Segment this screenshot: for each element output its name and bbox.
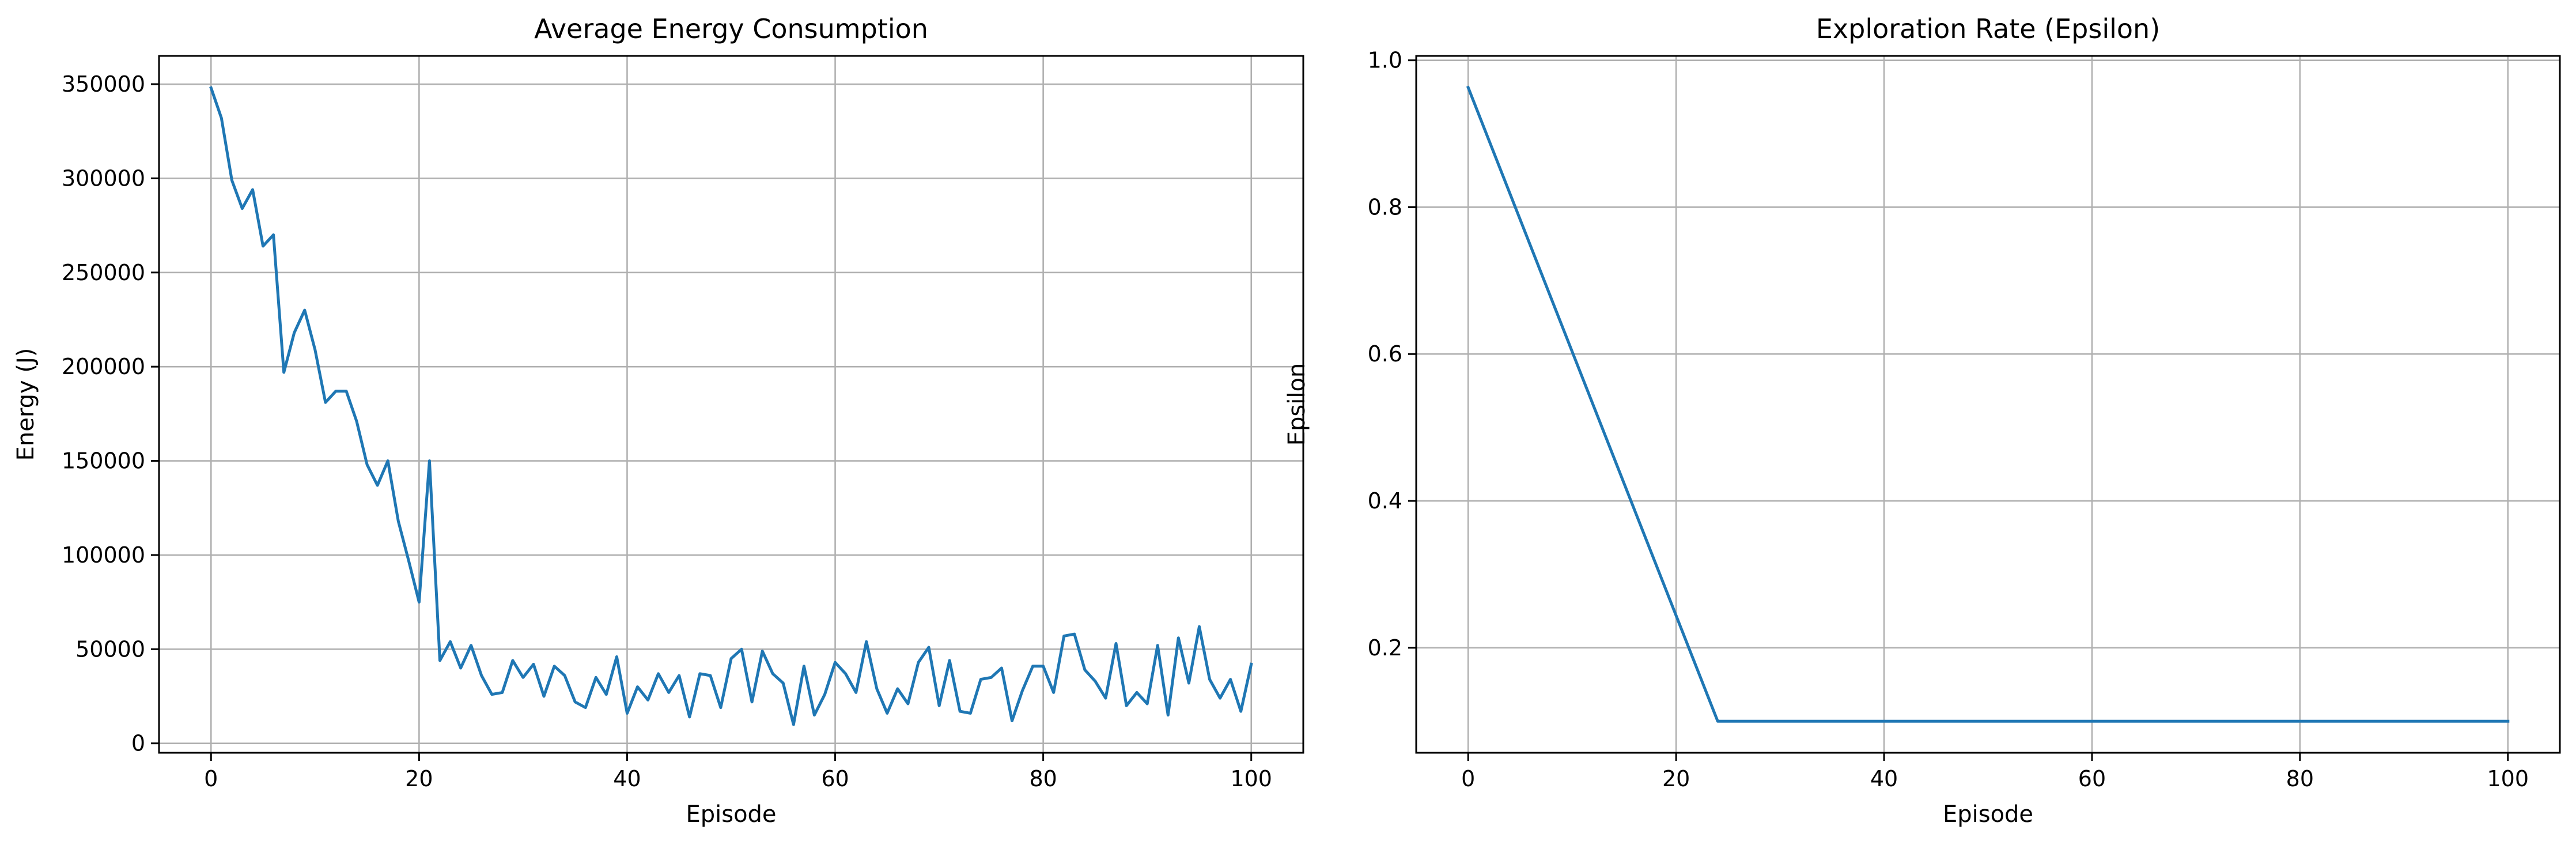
energy-chart-grid bbox=[159, 56, 1303, 753]
epsilon-x-tick-label: 100 bbox=[2487, 766, 2529, 791]
epsilon-chart-x-axis-label: Episode bbox=[1943, 801, 2033, 828]
energy-x-tick-label: 40 bbox=[613, 766, 641, 791]
energy-chart-ticks: 0 20 40 60 80 100 0 50000 100000 150000 200000 2500… bbox=[62, 71, 1272, 791]
energy-series-line bbox=[209, 86, 1253, 726]
epsilon-chart-ticks: 0 20 40 60 80 100 0.2 0.4 0.6 0.8 1.0 bbox=[1368, 48, 2529, 791]
epsilon-x-tick-label: 0 bbox=[1461, 766, 1475, 791]
epsilon-chart-title: Exploration Rate (Epsilon) bbox=[1816, 13, 2160, 44]
energy-chart-y-axis-label: Energy (J) bbox=[13, 348, 39, 461]
epsilon-x-tick-label: 80 bbox=[2286, 766, 2314, 791]
energy-y-tick-label: 0 bbox=[131, 731, 145, 756]
energy-x-tick-label: 100 bbox=[1230, 766, 1272, 791]
energy-x-tick-label: 60 bbox=[821, 766, 849, 791]
energy-y-tick-label: 300000 bbox=[62, 165, 145, 191]
epsilon-y-tick-label: 0.8 bbox=[1368, 194, 1402, 220]
epsilon-chart-grid bbox=[1416, 56, 2560, 753]
epsilon-chart-y-axis-label: Epsilon bbox=[1284, 363, 1310, 446]
energy-y-tick-label: 100000 bbox=[62, 542, 145, 568]
energy-y-tick-label: 200000 bbox=[62, 354, 145, 379]
energy-chart-x-axis-label: Episode bbox=[686, 801, 776, 828]
energy-x-tick-label: 20 bbox=[405, 766, 433, 791]
epsilon-y-tick-label: 0.6 bbox=[1368, 341, 1402, 367]
energy-y-tick-label: 150000 bbox=[62, 448, 145, 474]
epsilon-x-tick-label: 60 bbox=[2078, 766, 2106, 791]
energy-x-tick-label: 0 bbox=[204, 766, 218, 791]
energy-chart-panel: 0 20 40 60 80 100 0 50000 100000 150000 200000 2500… bbox=[13, 13, 1304, 828]
energy-y-tick-label: 250000 bbox=[62, 260, 145, 285]
energy-x-tick-label: 80 bbox=[1029, 766, 1057, 791]
energy-chart-axes-frame bbox=[158, 55, 1304, 754]
epsilon-chart-axes-frame bbox=[1415, 55, 2561, 754]
epsilon-y-tick-label: 0.2 bbox=[1368, 635, 1402, 661]
epsilon-chart-panel: 0 20 40 60 80 100 0.2 0.4 0.6 0.8 1.0 Exploration … bbox=[1284, 13, 2561, 828]
epsilon-series-line bbox=[1466, 85, 2510, 723]
epsilon-x-tick-label: 20 bbox=[1662, 766, 1690, 791]
epsilon-y-tick-label: 1.0 bbox=[1368, 48, 1402, 73]
energy-chart-title: Average Energy Consumption bbox=[534, 13, 928, 44]
energy-y-tick-label: 50000 bbox=[75, 636, 145, 662]
energy-y-tick-label: 350000 bbox=[62, 71, 145, 97]
epsilon-x-tick-label: 40 bbox=[1870, 766, 1898, 791]
epsilon-y-tick-label: 0.4 bbox=[1368, 488, 1402, 514]
